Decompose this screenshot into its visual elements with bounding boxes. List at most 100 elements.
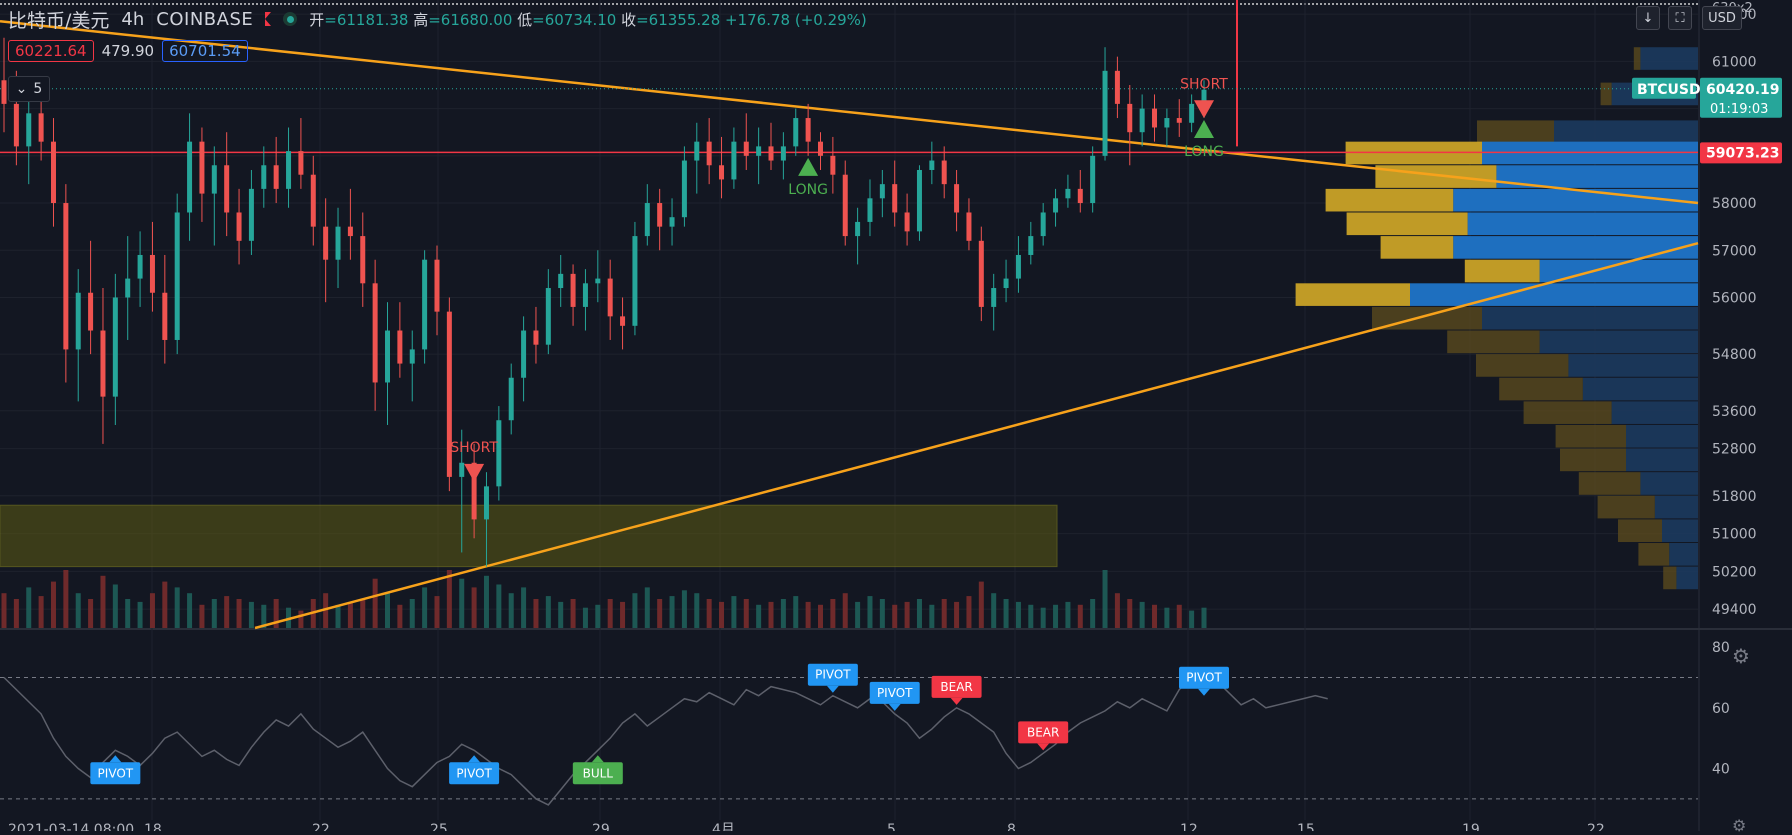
x-tick-label: 12 xyxy=(1180,822,1198,831)
candle-body xyxy=(595,278,601,284)
vp-up-bar xyxy=(1482,306,1698,330)
volume-bar xyxy=(149,593,155,628)
trendline-upper xyxy=(0,20,1699,205)
volume-bars xyxy=(1,570,1207,628)
currency-button[interactable]: USD xyxy=(1702,6,1742,30)
volume-bar xyxy=(1164,607,1170,628)
vp-down-bar xyxy=(1380,236,1454,259)
vp-up-bar xyxy=(1626,448,1698,472)
volume-bar xyxy=(372,578,378,628)
candle-body xyxy=(533,330,539,345)
y-tick-label: 56000 xyxy=(1712,290,1757,306)
spread-value: 479.90 xyxy=(101,42,155,60)
volume-bar xyxy=(632,593,638,628)
volume-bar xyxy=(1040,607,1046,628)
volume-bar xyxy=(137,601,143,628)
candle-body xyxy=(669,217,675,227)
signal-short-arrow xyxy=(464,463,485,482)
arrow-down-icon[interactable]: ↓ xyxy=(1636,6,1660,30)
rsi-signal-label: BULL xyxy=(583,766,614,780)
volume-bar xyxy=(187,593,193,628)
flag-icon[interactable] xyxy=(265,12,272,26)
volume-bar xyxy=(805,601,811,628)
volume-bar xyxy=(483,575,489,628)
candle-body xyxy=(607,278,613,317)
x-tick-label: 22 xyxy=(1587,822,1605,831)
volume-bar xyxy=(1176,604,1182,628)
volume-bar xyxy=(595,604,601,628)
candle-body xyxy=(558,273,564,289)
candle-body xyxy=(1114,70,1120,104)
timeframe[interactable]: 4h xyxy=(121,8,145,30)
candle-body xyxy=(372,283,378,383)
candle-body xyxy=(273,165,279,189)
vp-up-bar xyxy=(1662,519,1698,543)
candle-body xyxy=(286,151,292,189)
volume-bar xyxy=(1201,607,1207,628)
volume-bar xyxy=(892,604,898,628)
candle-body xyxy=(1028,236,1034,255)
buy-button[interactable]: 60701.54 xyxy=(162,40,248,62)
volume-bar xyxy=(1065,601,1071,628)
candle-body xyxy=(199,141,205,194)
fullscreen-icon[interactable]: ⛶ xyxy=(1668,6,1692,30)
vp-down-bar xyxy=(1375,165,1497,188)
vp-down-bar xyxy=(1464,259,1540,283)
volume-bar xyxy=(817,604,823,628)
candle-body xyxy=(1201,89,1207,104)
volume-bar xyxy=(929,604,935,628)
volume-bar xyxy=(694,593,700,628)
ohlc-open: =61181.38 xyxy=(324,10,409,29)
volume-bar xyxy=(879,599,885,628)
rsi-label-bg xyxy=(90,762,141,785)
candle-body xyxy=(224,165,230,213)
gear-icon[interactable]: ⚙ xyxy=(1732,816,1747,835)
volume-bar xyxy=(545,596,551,628)
candle-body xyxy=(1127,103,1133,133)
volume-bar xyxy=(867,596,873,628)
volume-bar xyxy=(360,599,366,628)
volume-bar xyxy=(669,596,675,628)
settings-icon[interactable]: ⚙ xyxy=(1732,644,1750,668)
symbol-name[interactable]: 比特币/美元 xyxy=(8,9,110,32)
candle-body xyxy=(830,155,836,175)
volume-bar xyxy=(125,599,131,628)
price-change: +176.78 (+0.29%) xyxy=(725,10,867,29)
trendline-lower xyxy=(254,241,1699,630)
rsi-label-bg xyxy=(572,762,623,785)
candle-body xyxy=(941,160,947,185)
volume-bar xyxy=(88,599,94,628)
candle-body xyxy=(681,160,687,218)
y-tick-label: 51800 xyxy=(1712,489,1757,505)
rsi-tick-label: 40 xyxy=(1712,762,1730,778)
y-tick-label: 61000 xyxy=(1712,54,1757,70)
zone-rect xyxy=(0,504,1058,568)
sell-button[interactable]: 60221.64 xyxy=(8,40,94,62)
candle-body xyxy=(248,188,254,241)
volume-bar xyxy=(471,587,477,628)
vp-down-bar xyxy=(1325,188,1454,212)
volume-bar xyxy=(1053,604,1059,628)
candle-body xyxy=(13,103,19,147)
signal-short-label: SHORT xyxy=(450,440,498,456)
vp-down-bar xyxy=(1499,377,1583,401)
volume-bar xyxy=(397,604,403,628)
volume-bar xyxy=(1152,604,1158,628)
volume-bar xyxy=(954,601,960,628)
candle-body xyxy=(211,165,217,194)
ohlc-close: =61355.28 xyxy=(636,10,721,29)
vp-down-bar xyxy=(1447,330,1540,354)
candle-body xyxy=(1077,188,1083,204)
signal-short-arrow xyxy=(1194,100,1214,119)
volume-bar xyxy=(1127,599,1133,628)
last-price-bg xyxy=(1700,77,1782,118)
candle-body xyxy=(471,462,477,520)
indicator-collapse-button[interactable]: ⌄ 5 xyxy=(8,76,50,102)
candle-body xyxy=(38,113,44,142)
candle-body xyxy=(706,141,712,166)
candle-body xyxy=(855,221,861,237)
candle-body xyxy=(780,146,786,161)
candle-body xyxy=(904,212,910,232)
candle-body xyxy=(867,198,873,222)
